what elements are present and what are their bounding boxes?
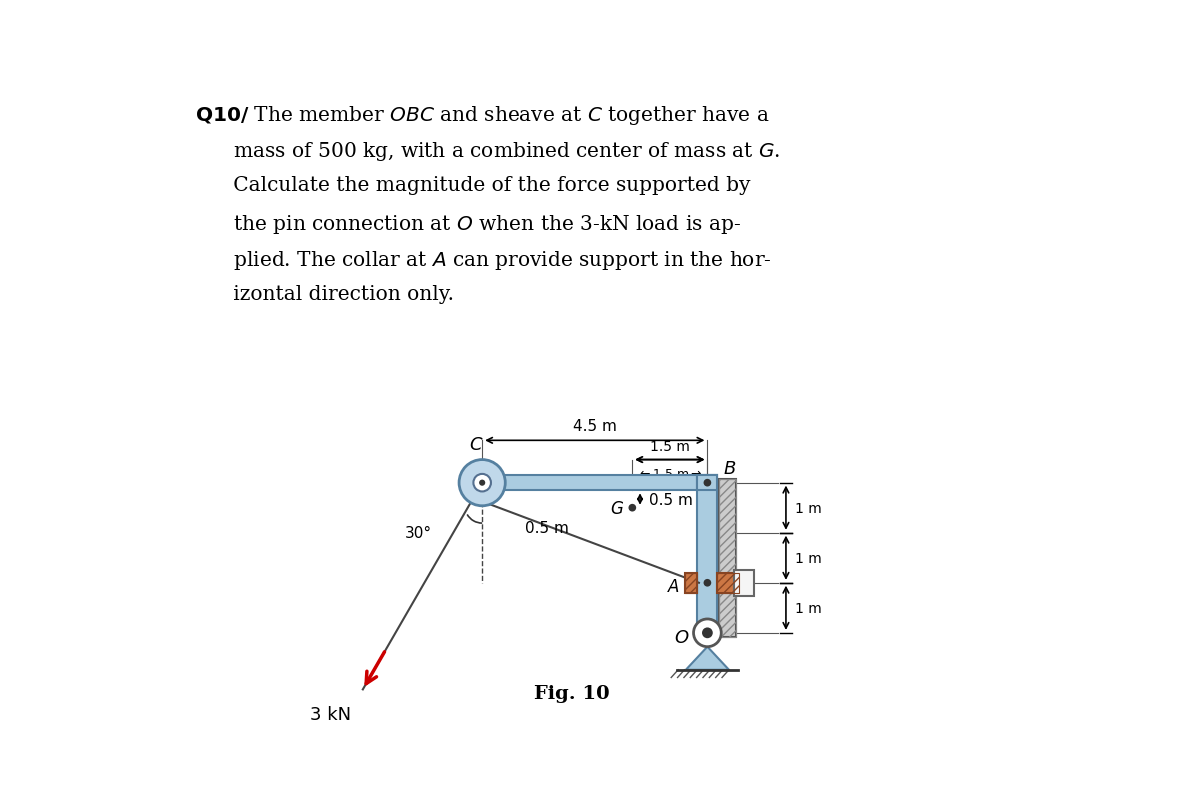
Circle shape: [629, 504, 636, 512]
Text: C: C: [469, 435, 482, 454]
Bar: [718, 573, 739, 593]
Bar: [697, 476, 718, 491]
Text: izontal direction only.: izontal direction only.: [196, 285, 455, 304]
Circle shape: [702, 628, 713, 638]
Text: Fig. 10: Fig. 10: [534, 684, 610, 702]
Text: the pin connection at $\mathit{O}$ when the 3-kN load is ap-: the pin connection at $\mathit{O}$ when …: [196, 213, 742, 235]
Text: 0.5 m: 0.5 m: [524, 520, 569, 535]
Bar: [719, 480, 736, 637]
Text: 30°: 30°: [406, 525, 432, 541]
Bar: [718, 573, 739, 593]
Bar: [697, 476, 718, 637]
Text: $\mathbf{Q10/}$ The member $\mathit{OBC}$ and sheave at $\mathit{C}$ together ha: $\mathbf{Q10/}$ The member $\mathit{OBC}…: [196, 104, 770, 127]
Bar: [685, 573, 697, 593]
Bar: [482, 476, 718, 491]
Text: B: B: [724, 459, 736, 477]
Bar: [719, 480, 736, 637]
Circle shape: [473, 474, 491, 492]
Bar: [734, 570, 754, 596]
Text: Calculate the magnitude of the force supported by: Calculate the magnitude of the force sup…: [196, 176, 751, 195]
Text: 3 kN: 3 kN: [310, 705, 352, 723]
Circle shape: [703, 579, 712, 587]
Text: $\leftarrow$1.5 m$\rightarrow$: $\leftarrow$1.5 m$\rightarrow$: [637, 468, 703, 480]
Text: G: G: [611, 499, 623, 517]
Circle shape: [703, 480, 712, 487]
Text: 1.5 m: 1.5 m: [650, 439, 690, 454]
Circle shape: [460, 460, 505, 506]
Bar: [685, 573, 697, 593]
Text: mass of 500 kg, with a combined center of mass at $\mathit{G}$.: mass of 500 kg, with a combined center o…: [196, 140, 781, 163]
Text: 4.5 m: 4.5 m: [572, 418, 617, 433]
Text: 1 m: 1 m: [796, 601, 822, 615]
Text: O: O: [674, 628, 688, 646]
Text: 0.5 m: 0.5 m: [649, 492, 694, 507]
Text: 1 m: 1 m: [796, 551, 822, 565]
Text: plied. The collar at $\mathit{A}$ can provide support in the hor-: plied. The collar at $\mathit{A}$ can pr…: [196, 249, 772, 272]
Polygon shape: [686, 647, 728, 670]
Text: A: A: [667, 577, 679, 595]
Circle shape: [479, 480, 485, 486]
Text: 1 m: 1 m: [796, 501, 822, 515]
Circle shape: [694, 619, 721, 647]
